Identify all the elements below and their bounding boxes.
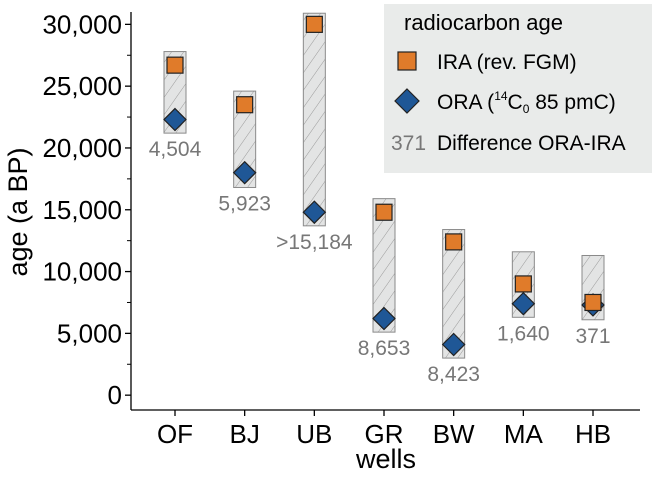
legend-background (384, 4, 652, 173)
ira-point (514, 275, 532, 293)
x-tick-label: UB (296, 419, 332, 449)
range-box (442, 229, 466, 359)
ira-point (375, 203, 393, 221)
y-tick-label: 0 (108, 380, 122, 410)
ora-point (163, 107, 187, 132)
y-tick-label: 30,000 (42, 9, 122, 39)
x-ticks: OF BJ UB GR BW MA HB (157, 410, 611, 449)
legend-ora-marker (394, 88, 420, 114)
y-tick-label: 25,000 (42, 71, 122, 101)
legend-ora-c: C (508, 91, 523, 114)
legend: radiocarbon age IRA (rev. FGM) ORA (14C0… (384, 4, 652, 173)
ira-point (445, 233, 463, 251)
ora-point (302, 200, 327, 225)
ora-point (441, 332, 466, 357)
difference-label: 1,640 (497, 322, 550, 345)
legend-ora-sup: 14 (494, 89, 508, 103)
y-axis-title: age (a BP) (3, 147, 33, 276)
ira-point (166, 56, 184, 74)
difference-label: 8,653 (358, 337, 411, 360)
x-axis-title: wells (355, 444, 416, 474)
ira-point (584, 293, 602, 312)
difference-label: 371 (575, 325, 610, 348)
range-box (372, 198, 396, 333)
ira-point (305, 15, 323, 33)
difference-label: 5,923 (218, 193, 271, 216)
x-tick-label: HB (575, 419, 611, 449)
legend-diff-sample: 371 (391, 132, 426, 155)
legend-title: radiocarbon age (404, 10, 563, 35)
x-tick-label: OF (157, 419, 193, 449)
y-ticks: 0 5,000 10,000 15,000 20,000 25,000 30,000 (42, 9, 131, 410)
difference-label: 8,423 (427, 363, 480, 386)
y-tick-label: 20,000 (42, 133, 122, 163)
legend-ora-post: 85 pmC) (529, 91, 615, 114)
ora-point (232, 160, 257, 185)
x-tick-label: BW (433, 419, 475, 449)
difference-label: 4,504 (149, 138, 202, 161)
y-tick-label: 10,000 (42, 257, 122, 287)
x-tick-label: MA (504, 419, 544, 449)
difference-label: >15,184 (276, 231, 353, 254)
y-tick-label: 5,000 (57, 318, 122, 348)
range-box (233, 90, 257, 189)
legend-diff-label: Difference ORA-IRA (437, 132, 626, 155)
plot-area: 4,504 5,923>15,184 8,653 8,423 1,640 371 (149, 12, 611, 386)
y-tick-label: 15,000 (42, 195, 122, 225)
legend-ora-label: ORA (14C0 85 pmC) (437, 89, 616, 116)
legend-ora-sub: 0 (523, 102, 530, 116)
x-tick-label: BJ (229, 419, 259, 449)
range-box (302, 12, 326, 227)
legend-ira-label: IRA (rev. FGM) (437, 51, 577, 74)
ora-point (511, 291, 536, 316)
ira-point (236, 96, 254, 114)
x-tick-label: GR (365, 419, 404, 449)
legend-ira-marker (397, 51, 417, 71)
ora-point (372, 306, 396, 331)
legend-ora-pre: ORA ( (437, 91, 494, 114)
